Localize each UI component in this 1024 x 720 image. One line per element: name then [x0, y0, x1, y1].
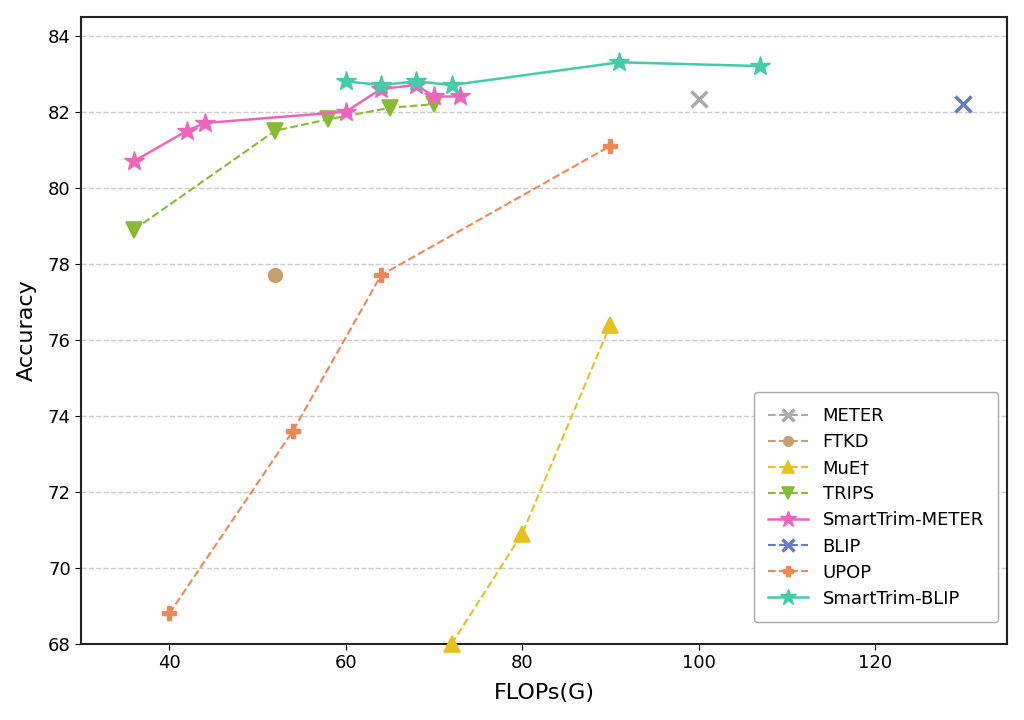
Legend: METER, FTKD, MuE†, TRIPS, SmartTrim-METER, BLIP, UPOP, SmartTrim-BLIP: METER, FTKD, MuE†, TRIPS, SmartTrim-METE… — [754, 392, 998, 622]
Y-axis label: Accuracy: Accuracy — [16, 279, 37, 381]
X-axis label: FLOPs(G): FLOPs(G) — [494, 683, 595, 703]
